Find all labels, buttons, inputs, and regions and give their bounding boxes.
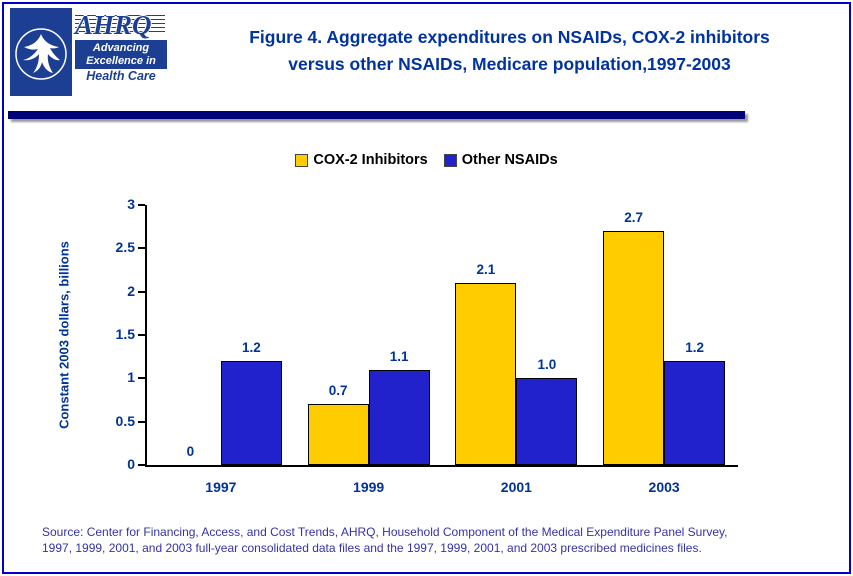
ahrq-wordmark: AHRQ [75, 10, 171, 40]
y-axis-line [145, 205, 147, 467]
bar-2001-cox2 [455, 283, 517, 465]
bar-1999-cox2 [307, 404, 369, 465]
source-line1: Source: Center for Financing, Access, an… [42, 525, 728, 539]
bar-1997-other-nsaids [220, 361, 282, 465]
ahrq-tagline-box: Advancing Excellence in [75, 40, 167, 69]
y-tick-label: 3 [127, 196, 135, 212]
legend-label-other-nsaids: Other NSAIDs [461, 152, 558, 168]
y-tick-mark [138, 247, 145, 250]
figure-title-line1: Figure 4. Aggregate expenditures on NSAI… [249, 27, 770, 47]
y-tick-mark [138, 204, 145, 206]
bar-value-label: 0.7 [328, 383, 348, 399]
bar-1999-other-nsaids [368, 369, 430, 465]
hhs-ahrq-logo: AHRQ Advancing Excellence in Health Care [10, 8, 178, 96]
bar-value-label: 1.0 [537, 357, 557, 373]
y-tick-label: 1.5 [115, 326, 135, 342]
y-axis-title: Constant 2003 dollars, billions [56, 241, 72, 429]
bar-2001-other-nsaids [516, 378, 578, 465]
y-tick-label: 2 [127, 282, 135, 299]
figure-title: Figure 4. Aggregate expenditures on NSAI… [178, 8, 841, 78]
tagline-line1: Advancing [92, 42, 150, 54]
x-category-label: 2003 [648, 479, 680, 495]
bar-2003-other-nsaids [664, 361, 726, 465]
bar-2003-cox2 [603, 231, 665, 465]
x-category-label: 2001 [500, 479, 532, 495]
hhs-eagle-icon [15, 28, 67, 80]
figure-title-line2: versus other NSAIDs, Medicare population… [288, 54, 731, 74]
x-category-label: 1999 [353, 479, 385, 495]
ahrq-text: AHRQ [75, 10, 152, 40]
divider-bar [8, 111, 745, 119]
x-axis-line [145, 465, 738, 467]
legend-swatch-cox2 [295, 153, 309, 167]
bar-value-label: 1.2 [241, 340, 261, 355]
y-tick-label: 0.5 [115, 412, 135, 429]
tagline-line3: Health Care [86, 69, 156, 83]
y-tick-mark [138, 334, 145, 336]
y-tick-label: 0 [127, 456, 135, 472]
source-note: Source: Center for Financing, Access, an… [42, 524, 727, 556]
legend-swatch-other-nsaids [443, 153, 457, 167]
x-category-label: 1997 [205, 479, 237, 495]
y-tick-mark [138, 290, 145, 293]
bar-value-label: 0 [186, 444, 195, 459]
tagline-line2: Excellence in [86, 54, 156, 67]
ahrq-stripes-decoration [75, 15, 165, 34]
bar-value-label: 2.1 [476, 262, 496, 277]
bar-value-label: 1.1 [389, 348, 409, 364]
legend: COX-2 Inhibitors Other NSAIDs [0, 152, 853, 168]
y-tick-label: 1 [127, 369, 135, 386]
y-tick-mark [138, 377, 145, 380]
header: AHRQ Advancing Excellence in Health Care… [10, 8, 841, 96]
legend-label-cox2: COX-2 Inhibitors [313, 152, 428, 168]
y-tick-mark [138, 420, 145, 423]
y-tick-label: 2.5 [115, 239, 135, 256]
bar-value-label: 1.2 [685, 340, 705, 355]
y-tick-mark [138, 464, 145, 466]
source-line2: 1997, 1999, 2001, and 2003 full-year con… [42, 541, 702, 555]
bar-value-label: 2.7 [624, 210, 644, 225]
bar-chart: COX-2 Inhibitors Other NSAIDs Constant 2… [0, 130, 853, 522]
ahrq-logo: AHRQ Advancing Excellence in Health Care [75, 8, 171, 96]
hhs-logo [10, 8, 72, 96]
